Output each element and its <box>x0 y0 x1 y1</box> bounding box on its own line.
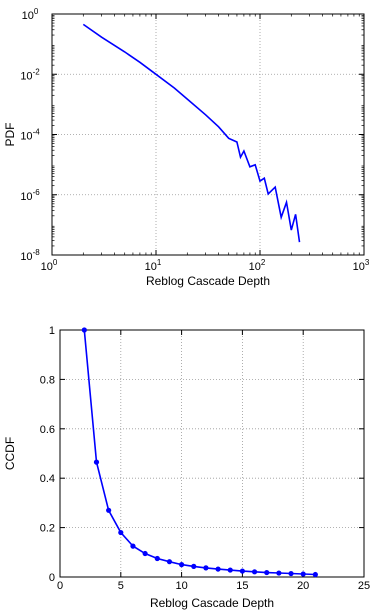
y-tick-label: 10-6 <box>20 188 40 203</box>
plot-frame <box>59 329 365 578</box>
data-point <box>312 571 318 578</box>
data-point <box>239 568 245 574</box>
data-point <box>227 567 233 573</box>
data-point <box>251 569 258 575</box>
x-axis-label: Reblog Cascade Depth <box>146 274 270 288</box>
data-point <box>191 563 197 569</box>
data-point <box>81 327 87 333</box>
data-point <box>215 566 221 572</box>
data-point <box>106 507 112 513</box>
y-tick-label: 0 <box>49 572 55 584</box>
x-tick-label: 0 <box>57 580 63 592</box>
y-tick-label: 1 <box>49 325 55 337</box>
y-tick-label: 0.2 <box>40 523 55 535</box>
ccdf-chart: 0 5 10 15 20 25 0 0.2 0.4 0.6 0.8 1 Reblog Cascade D… <box>3 325 370 610</box>
pdf-chart: 100 101 102 103 100 10-2 10-4 10-6 10-8 Reblog Ca… <box>3 7 370 288</box>
x-tick-label: 20 <box>297 580 309 592</box>
y-axis-label: PDF <box>3 123 17 147</box>
data-point <box>130 543 136 549</box>
x-tick-label: 103 <box>353 258 370 273</box>
y-tick-label: 10-4 <box>20 128 40 143</box>
series-line <box>82 23 301 243</box>
data-point <box>154 555 160 562</box>
y-axis-label: CCDF <box>3 437 17 470</box>
data-point <box>179 562 185 568</box>
data-point <box>288 570 294 577</box>
y-tick-label: 0.8 <box>40 374 55 386</box>
series-line <box>83 329 316 576</box>
data-point <box>142 550 148 557</box>
data-point <box>118 529 124 536</box>
data-point <box>93 459 100 465</box>
x-tick-label: 101 <box>145 258 162 273</box>
data-point <box>203 565 209 571</box>
x-tick-label: 5 <box>118 580 124 592</box>
y-tick-label: 100 <box>22 7 39 22</box>
data-point <box>166 559 173 565</box>
x-tick-label: 25 <box>358 580 370 592</box>
x-tick-label: 10 <box>175 580 187 592</box>
data-point <box>264 569 270 576</box>
x-tick-label: 15 <box>236 580 248 592</box>
data-point <box>300 571 306 577</box>
y-tick-label: 10-2 <box>20 67 40 82</box>
x-axis-label: Reblog Cascade Depth <box>150 596 274 610</box>
x-tick-label: 100 <box>41 258 58 273</box>
x-tick-label: 102 <box>249 258 266 273</box>
y-tick-label: 0.4 <box>40 473 55 485</box>
y-tick-label: 10-8 <box>20 248 40 263</box>
data-point <box>276 570 282 576</box>
y-tick-label: 0.6 <box>40 424 55 436</box>
